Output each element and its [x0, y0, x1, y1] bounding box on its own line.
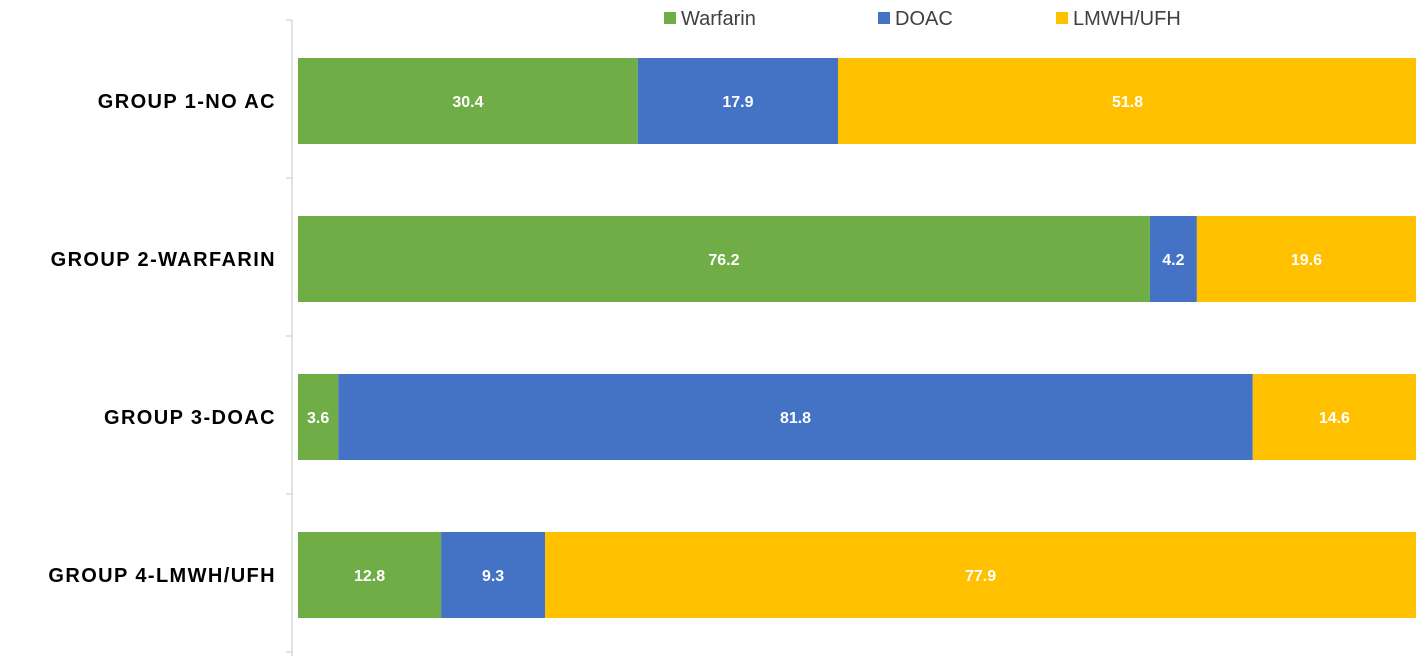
- legend: Warfarin DOAC LMWH/UFH: [664, 8, 1181, 30]
- bar-segment-lmwh-ufh: [1196, 216, 1416, 302]
- data-label: 9.3: [482, 568, 504, 585]
- category-label: GROUP 4-LMWH/UFH: [48, 565, 276, 587]
- legend-label: DOAC: [895, 8, 953, 30]
- category-label: GROUP 2-WARFARIN: [51, 249, 276, 271]
- category-labels: GROUP 1-NO AC GROUP 2-WARFARIN GROUP 3-DOA…: [48, 91, 276, 587]
- legend-label: Warfarin: [681, 8, 756, 30]
- bar-segment-doac: [1149, 216, 1197, 302]
- data-label: 30.4: [452, 94, 483, 111]
- data-label: 12.8: [354, 568, 385, 585]
- axis-layer: [286, 19, 293, 656]
- bar-segment-lmwh-ufh: [545, 532, 1416, 618]
- legend-label: LMWH/UFH: [1073, 8, 1181, 30]
- data-label: 81.8: [780, 410, 811, 427]
- data-label: 17.9: [722, 94, 753, 111]
- bar-segment-doac: [637, 58, 838, 144]
- data-label: 3.6: [307, 410, 329, 427]
- bar-segment-lmwh-ufh: [1252, 374, 1416, 460]
- data-label: 76.2: [708, 252, 739, 269]
- legend-swatch: [1056, 12, 1068, 24]
- bar-segment-warfarin: [298, 216, 1150, 302]
- legend-swatch: [878, 12, 890, 24]
- data-label: 4.2: [1162, 252, 1184, 269]
- bar-segment-lmwh-ufh: [837, 58, 1416, 144]
- category-label: GROUP 3-DOAC: [104, 407, 276, 429]
- category-label: GROUP 1-NO AC: [98, 91, 276, 113]
- bar-segment-warfarin: [298, 58, 638, 144]
- bar-segment-doac: [441, 532, 546, 618]
- bar-segment-doac: [338, 374, 1253, 460]
- legend-swatch: [664, 12, 676, 24]
- data-label: 19.6: [1291, 252, 1322, 269]
- bar-segment-warfarin: [298, 374, 339, 460]
- data-label: 77.9: [965, 568, 996, 585]
- bar-segment-warfarin: [298, 532, 442, 618]
- bars-layer: 30.4 17.9 51.8 76.2 4.2 19.6 3.6 81.8 14.6 12.8 9.…: [298, 58, 1416, 618]
- data-label: 14.6: [1319, 410, 1350, 427]
- data-label: 51.8: [1112, 94, 1143, 111]
